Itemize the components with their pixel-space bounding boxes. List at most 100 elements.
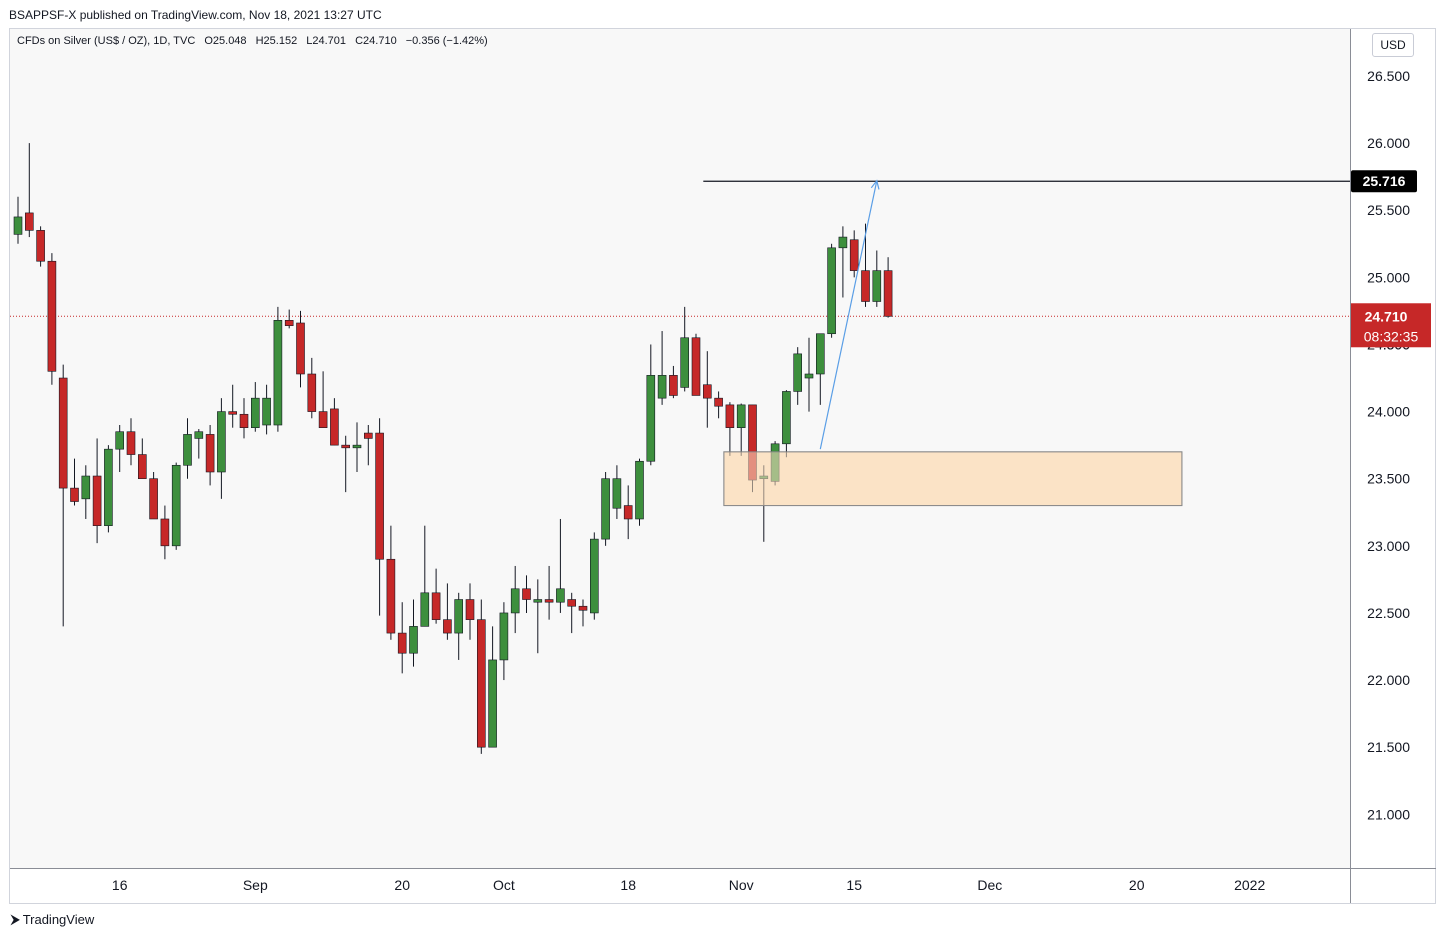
candle <box>691 333 701 396</box>
candle-body-up <box>251 397 260 428</box>
tradingview-brand: TradingView <box>22 912 95 927</box>
candle <box>138 438 147 480</box>
candle-body-down <box>47 260 57 372</box>
candle <box>533 579 543 654</box>
candle <box>861 223 870 307</box>
candle <box>714 391 723 419</box>
candle-body-down <box>669 375 678 396</box>
candle-body-down <box>296 322 305 375</box>
price-axis: 26.50026.00025.50025.00024.50024.00023.5… <box>1367 68 1410 822</box>
currency-button[interactable]: USD <box>1372 33 1414 57</box>
candle-body-down <box>386 558 396 634</box>
time-tick-label: 18 <box>620 877 636 893</box>
candle <box>273 306 283 432</box>
candle-body-down <box>228 411 237 415</box>
time-tick-label: 20 <box>1129 877 1145 893</box>
candle <box>296 310 305 388</box>
price-tick-label: 21.500 <box>1367 739 1410 755</box>
candle-body-down <box>330 408 339 446</box>
candle <box>58 364 68 627</box>
price-tick-label: 24.000 <box>1367 404 1410 420</box>
candle-body-up <box>680 337 690 388</box>
candle-body-down <box>307 373 317 412</box>
candle <box>680 306 690 392</box>
current-price-text: 24.710 <box>1365 308 1408 324</box>
candles <box>13 143 1183 754</box>
candle <box>782 390 791 458</box>
ohlc-close: C24.710 <box>355 35 397 47</box>
candle-body-down <box>149 478 158 520</box>
candle-body-down <box>239 413 249 428</box>
price-tick-label: 21.000 <box>1367 806 1410 822</box>
candle-body-up <box>635 460 644 520</box>
candle <box>883 257 893 318</box>
candle-body-down <box>691 337 701 396</box>
candle-body-up <box>352 444 362 449</box>
candle <box>284 309 294 329</box>
candle-body-up <box>782 391 791 445</box>
candle <box>397 602 407 674</box>
candle <box>567 592 577 634</box>
publisher-line: BSAPPSF-X published on TradingView.com, … <box>9 8 382 22</box>
time-tick-label: 15 <box>846 877 862 893</box>
candle <box>443 583 452 640</box>
candle-body-down <box>375 432 384 560</box>
arrow-head <box>870 179 880 190</box>
candle-body-up <box>194 431 204 439</box>
candle-body-up <box>601 478 610 540</box>
candle-body-up <box>499 612 509 661</box>
candle <box>578 599 588 627</box>
candle <box>115 425 124 472</box>
candle <box>36 226 45 267</box>
candle-body-up <box>872 270 882 302</box>
candle-body-down <box>341 444 351 449</box>
candle <box>160 505 170 560</box>
tradingview-logo[interactable]: ⮞ TradingView <box>11 912 94 927</box>
candle-body-down <box>138 454 147 480</box>
time-tick-label: 20 <box>394 877 410 893</box>
candle <box>13 196 23 244</box>
candle-body-up <box>183 434 192 466</box>
price-tick-label: 23.500 <box>1367 471 1410 487</box>
symbol-name[interactable]: CFDs on Silver (US$ / OZ), 1D, TVC <box>17 35 196 47</box>
ohlc-low: L24.701 <box>306 35 347 47</box>
candle <box>804 337 814 412</box>
candle-body-down <box>725 404 735 428</box>
time-tick-label: Sep <box>243 877 268 893</box>
price-tick-label: 23.000 <box>1367 538 1410 554</box>
candle-body-up <box>556 588 565 603</box>
candle-body-up <box>793 353 803 392</box>
candle <box>454 592 464 660</box>
candle-body-down <box>702 384 712 399</box>
candle-body-down <box>126 431 136 455</box>
candle <box>736 403 746 456</box>
candle-body-down <box>883 270 893 317</box>
candle <box>827 243 836 338</box>
candle <box>183 418 192 479</box>
candle <box>375 418 384 616</box>
candle <box>363 425 373 466</box>
candle <box>239 398 249 439</box>
candle <box>171 462 181 550</box>
candle <box>488 626 497 748</box>
candle <box>815 333 825 405</box>
time-axis: 16 Sep 20 Oct 18 Nov 15 Dec 20 2022 <box>112 877 1266 893</box>
countdown-text: 08:32:35 <box>1364 328 1419 344</box>
candle-body-down <box>465 599 475 620</box>
candle <box>318 371 328 428</box>
time-tick-label: 2022 <box>1234 877 1265 893</box>
candle-body-down <box>578 605 588 611</box>
candle-body-down <box>24 212 34 231</box>
candle <box>262 384 271 435</box>
candle <box>205 425 215 486</box>
candle-body-up <box>273 320 283 426</box>
price-tick-label: 25.500 <box>1367 202 1410 218</box>
candle <box>510 565 520 634</box>
candle-body-down <box>70 487 79 502</box>
candle <box>341 435 351 493</box>
candle <box>228 384 237 428</box>
candle <box>409 599 418 667</box>
candle <box>420 525 430 627</box>
